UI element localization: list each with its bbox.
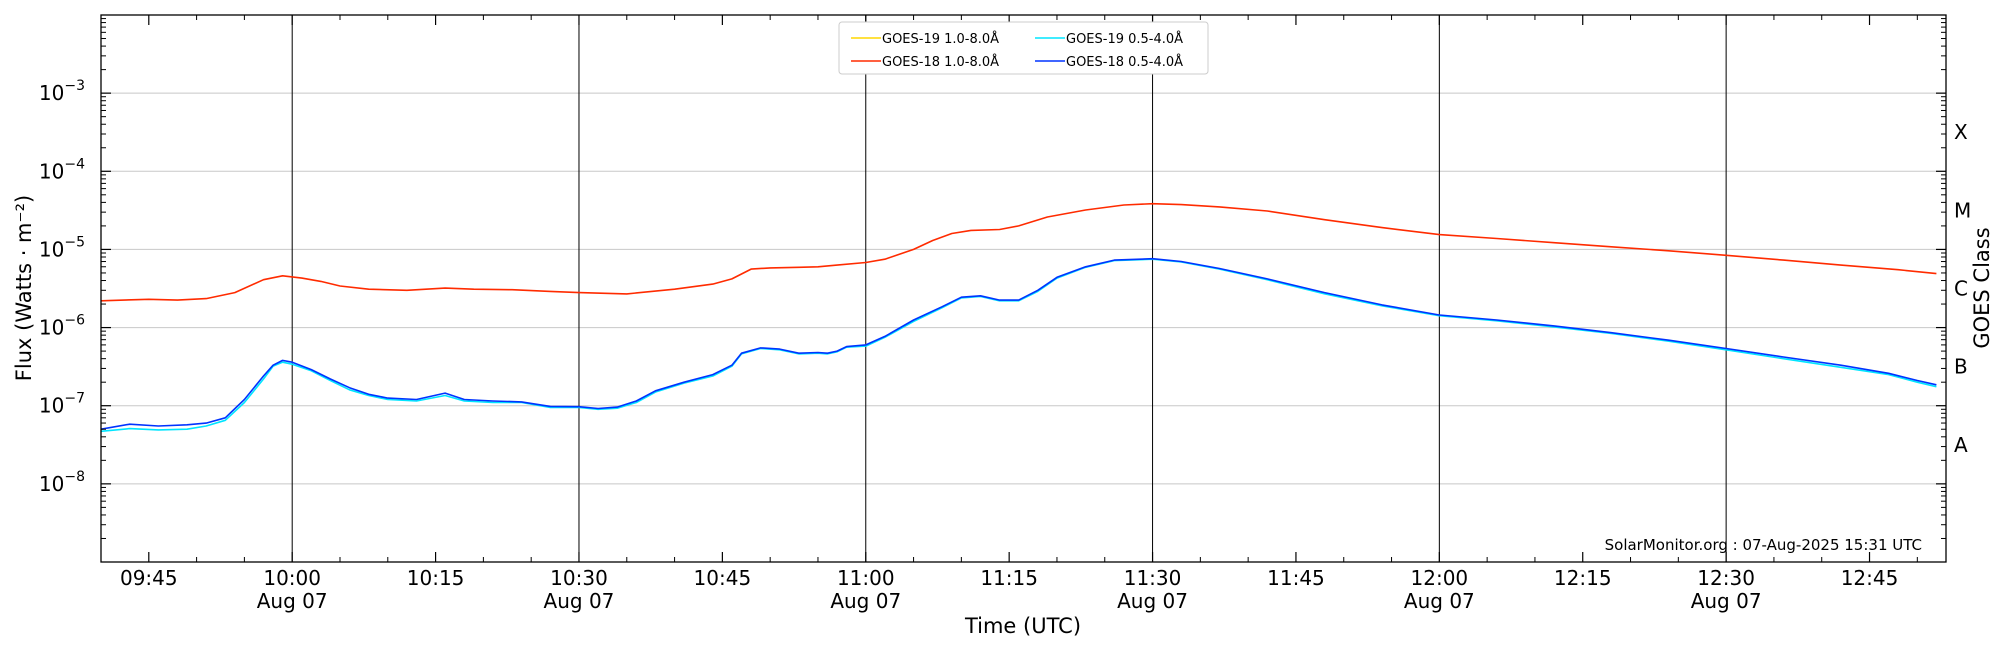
x-tick-label: 10:45 xyxy=(694,566,752,590)
y-tick-base: 10 xyxy=(39,237,64,261)
x-axis-title: Time (UTC) xyxy=(964,614,1081,638)
y-tick-labels: 10−810−710−610−510−410−3 xyxy=(39,78,85,496)
day-boundary-lines xyxy=(291,15,1727,562)
legend-box xyxy=(838,21,1209,75)
grid-lines xyxy=(101,92,1946,485)
y-tick-label: 10−5 xyxy=(39,234,85,261)
x-tick-label: 11:30 xyxy=(1124,566,1182,590)
y2-axis-title: GOES Class xyxy=(1970,227,1994,348)
x-tick-label: 10:15 xyxy=(407,566,465,590)
y-tick-label: 10−8 xyxy=(39,469,85,496)
y-tick-label: 10−7 xyxy=(39,391,85,418)
series-lines xyxy=(100,202,1937,433)
goes-class-label-c: C xyxy=(1954,277,1968,301)
legend-label-2: GOES-18 1.0-8.0Å xyxy=(882,54,999,70)
x-tick-date-label: Aug 07 xyxy=(1404,589,1475,613)
y-tick-base: 10 xyxy=(39,394,64,418)
y-axis-title: Flux (Watts · m⁻²) xyxy=(12,195,36,381)
y-tick-exponent: −5 xyxy=(64,234,85,250)
x-tick-label: 09:45 xyxy=(120,566,178,590)
x-tick-date-label: Aug 07 xyxy=(544,589,615,613)
x-tick-label: 11:45 xyxy=(1267,566,1325,590)
y-tick-base: 10 xyxy=(39,159,64,183)
x-tick-label: 11:15 xyxy=(980,566,1038,590)
axis-ticks xyxy=(100,15,1946,562)
y-tick-exponent: −3 xyxy=(64,78,85,94)
plot-frame xyxy=(100,14,1947,563)
y-tick-exponent: −7 xyxy=(64,391,85,407)
x-tick-date-label: Aug 07 xyxy=(257,589,328,613)
series-line-3 xyxy=(100,257,1937,430)
credit-text: SolarMonitor.org : 07-Aug-2025 15:31 UTC xyxy=(1605,536,1922,554)
x-tick-date-label: Aug 07 xyxy=(1117,589,1188,613)
y-tick-base: 10 xyxy=(39,81,64,105)
x-tick-date-label: Aug 07 xyxy=(830,589,901,613)
goes-class-label-x: X xyxy=(1954,120,1968,144)
x-tick-label: 10:00 xyxy=(263,566,321,590)
legend: GOES-19 1.0-8.0Å GOES-19 0.5-4.0Å GOES-18 … xyxy=(838,21,1209,75)
x-tick-label: 11:00 xyxy=(837,566,895,590)
y-tick-base: 10 xyxy=(39,316,64,340)
y-tick-base: 10 xyxy=(39,472,64,496)
y-tick-label: 10−4 xyxy=(39,156,85,183)
goes-class-labels: A B C M X xyxy=(1954,120,1971,457)
y-tick-label: 10−3 xyxy=(39,78,85,105)
y-tick-exponent: −4 xyxy=(64,156,85,172)
x-tick-label: 12:30 xyxy=(1697,566,1755,590)
x-tick-label: 12:15 xyxy=(1554,566,1612,590)
goes-class-label-a: A xyxy=(1954,433,1968,457)
y-tick-label: 10−6 xyxy=(39,313,85,340)
goes-class-label-m: M xyxy=(1954,198,1971,222)
goes-class-label-b: B xyxy=(1954,355,1968,379)
y-tick-exponent: −6 xyxy=(64,313,85,329)
legend-label-1: GOES-19 0.5-4.0Å xyxy=(1066,31,1183,47)
y-tick-exponent: −8 xyxy=(64,469,85,485)
x-tick-label: 10:30 xyxy=(550,566,608,590)
series-line-2 xyxy=(100,202,1937,302)
x-tick-label: 12:45 xyxy=(1841,566,1899,590)
x-tick-label: 12:00 xyxy=(1411,566,1469,590)
legend-label-3: GOES-18 0.5-4.0Å xyxy=(1066,54,1183,70)
legend-label-0: GOES-19 1.0-8.0Å xyxy=(882,31,999,47)
x-tick-date-label: Aug 07 xyxy=(1691,589,1762,613)
